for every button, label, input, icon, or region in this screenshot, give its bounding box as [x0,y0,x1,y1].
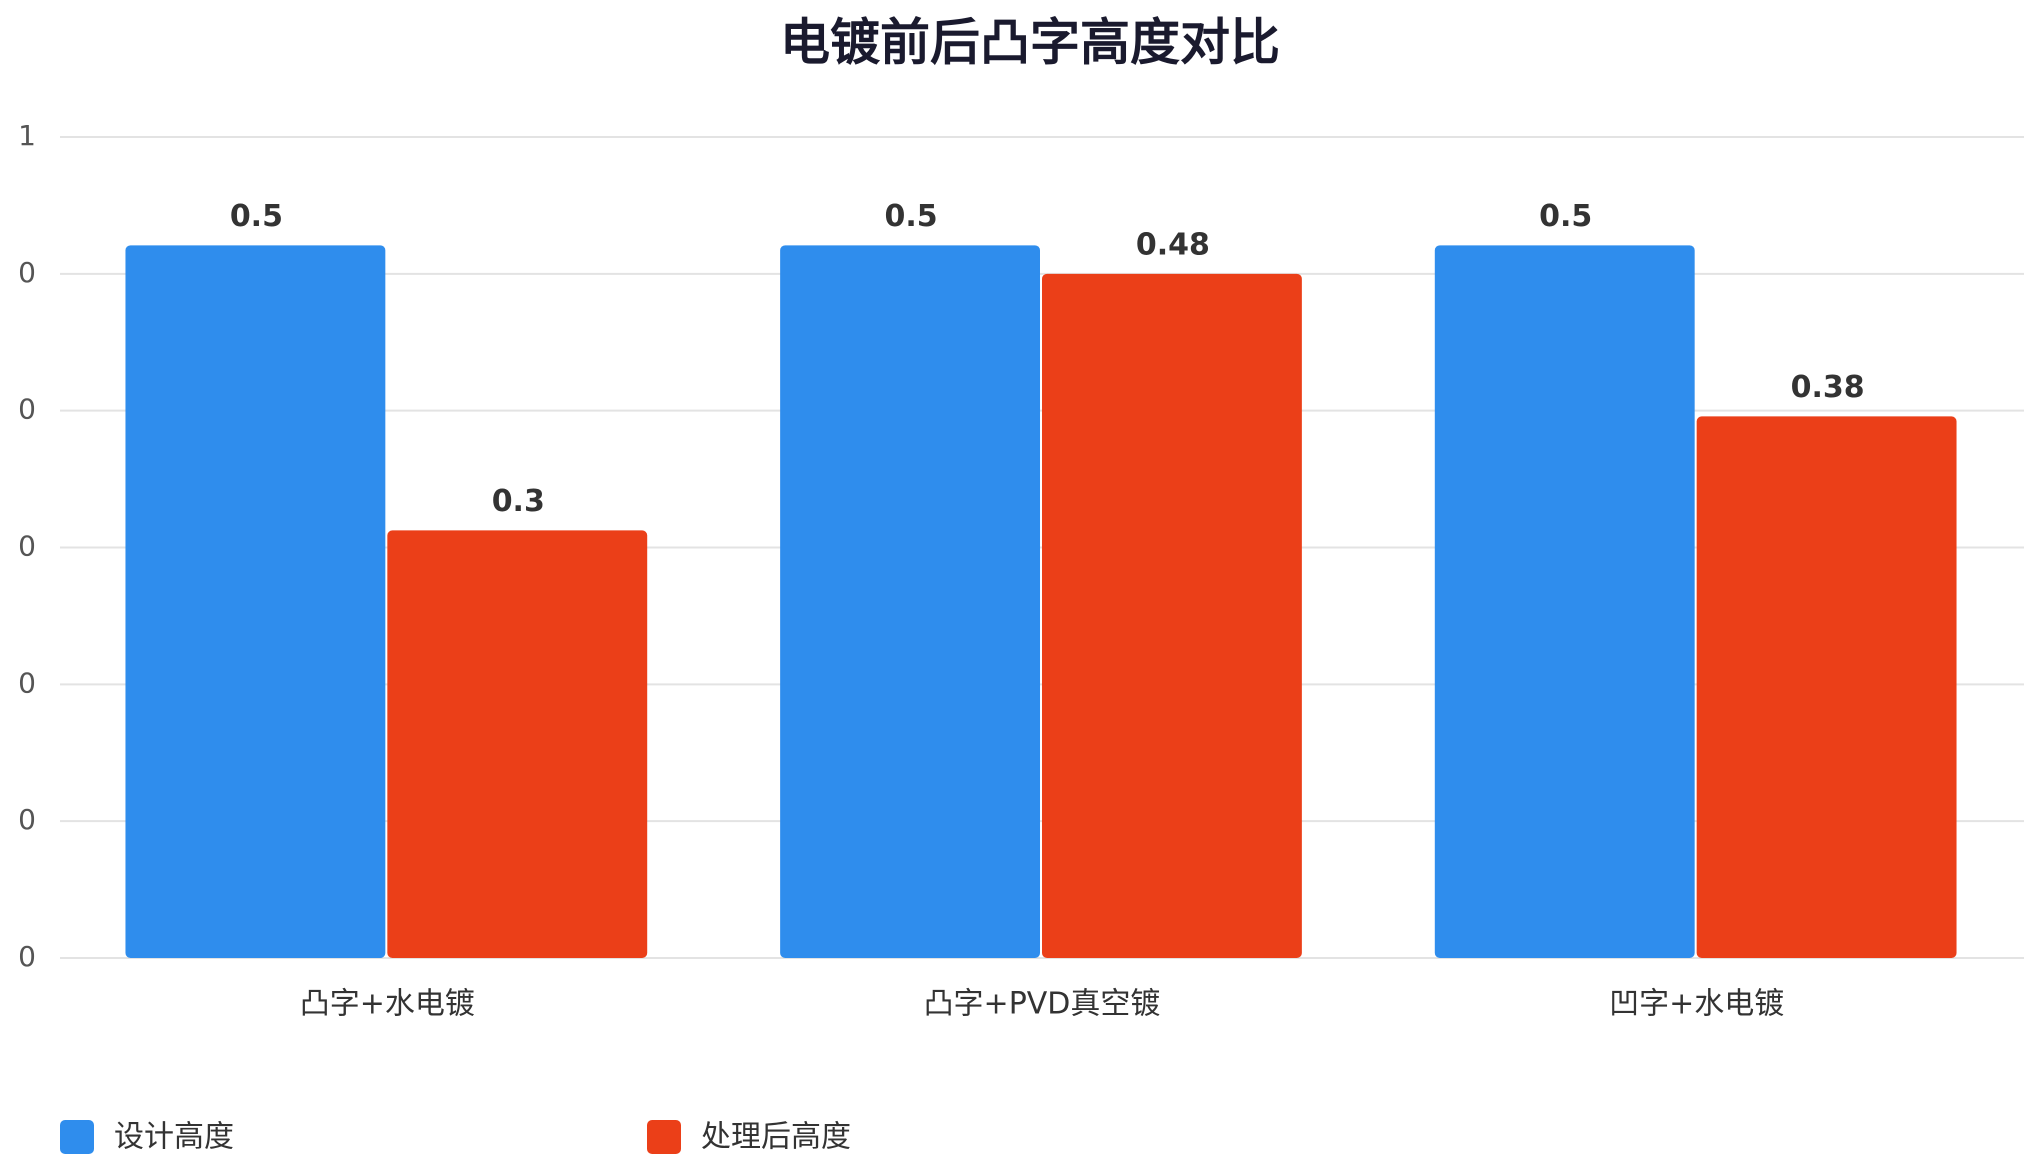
bar [125,245,386,958]
bar [780,245,1040,958]
value-label: 0.3 [492,484,545,519]
bar [1696,416,1957,958]
y-tick-label: 1 [18,119,36,152]
value-label: 0.48 [1136,227,1210,262]
value-label: 0.5 [230,199,283,234]
legend-label: 处理后高度 [701,1120,851,1155]
chart-title: 电镀前后凸字高度对比 [780,14,1280,72]
x-tick-label: 凹字+水电镀 [1609,987,1784,1022]
bar [387,530,648,958]
value-label: 0.5 [884,199,937,234]
y-tick-label: 0 [18,803,36,836]
y-tick-label: 0 [18,393,36,426]
y-tick-label: 0 [18,256,36,289]
legend-label: 设计高度 [114,1120,234,1155]
y-tick-label: 0 [18,666,36,699]
bar [1434,245,1695,958]
x-tick-label: 凸字+PVD真空镀 [924,987,1161,1022]
x-tick-label: 凸字+水电镀 [300,987,475,1022]
legend-swatch [647,1120,681,1154]
bar [1042,273,1302,958]
y-tick-label: 0 [18,530,36,563]
legend-swatch [60,1120,94,1154]
y-tick-label: 0 [18,940,36,973]
value-label: 0.5 [1539,199,1592,234]
value-label: 0.38 [1791,370,1865,405]
